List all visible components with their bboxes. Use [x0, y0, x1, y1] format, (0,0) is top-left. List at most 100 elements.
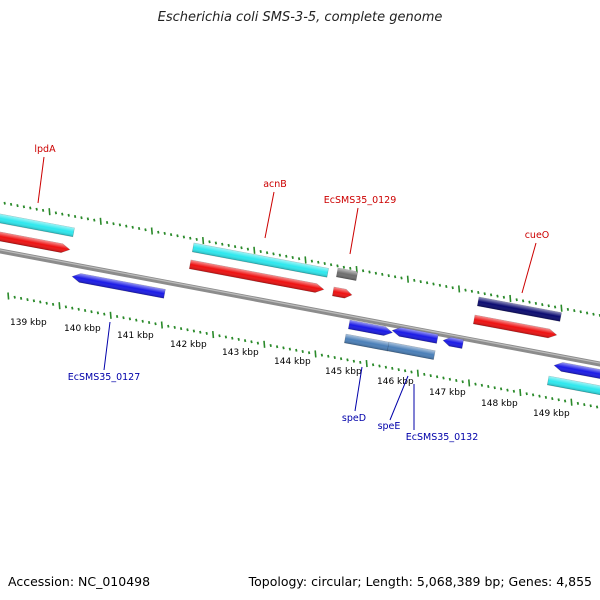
- top-tick-mark: [579, 310, 582, 314]
- top-tick-mark: [297, 257, 301, 261]
- feature-red-cueo-shading: [473, 314, 557, 338]
- bottom-tick-mark: [314, 350, 317, 358]
- top-tick-mark: [451, 286, 454, 290]
- feature-blue-spee-shading: [392, 327, 439, 344]
- bottom-tick-mark: [237, 337, 240, 341]
- top-tick-mark: [477, 290, 480, 295]
- scale-label: 144 kbp: [274, 357, 311, 367]
- bottom-tick-mark: [557, 398, 560, 402]
- leader-line: [354, 366, 363, 412]
- bottom-tick-mark: [378, 364, 381, 368]
- gene-label-ecsms35-0129[interactable]: EcSMS35_0129: [324, 195, 397, 206]
- top-tick-mark: [291, 255, 294, 260]
- leader-line: [389, 375, 409, 421]
- bottom-tick-mark: [576, 401, 580, 405]
- bottom-tick-mark: [397, 368, 400, 372]
- top-tick-mark: [406, 275, 409, 283]
- gene-label-acnb[interactable]: acnB: [263, 179, 287, 190]
- scale-label: 140 kbp: [64, 324, 101, 334]
- bottom-tick-mark: [301, 349, 304, 354]
- top-tick-mark: [73, 214, 77, 219]
- bottom-tick-mark: [32, 299, 36, 303]
- bottom-tick-mark: [147, 320, 151, 325]
- bottom-tick-mark: [218, 334, 221, 338]
- top-tick-mark: [419, 280, 422, 284]
- bottom-tick-mark: [320, 353, 324, 357]
- top-tick-mark: [509, 294, 512, 303]
- top-tick-mark: [566, 307, 570, 311]
- top-tick-mark: [144, 228, 147, 232]
- leader-line: [103, 321, 111, 371]
- genome-backbone: [0, 248, 600, 367]
- bottom-tick-mark: [141, 319, 144, 323]
- bottom-tick-mark: [480, 383, 484, 387]
- feature-blue-0132-shading: [443, 337, 464, 349]
- feature-steel-spee-shading: [387, 342, 436, 360]
- gene-label-sped[interactable]: speD: [342, 413, 366, 424]
- top-tick-mark: [105, 220, 109, 225]
- top-tick-mark: [502, 295, 506, 299]
- bottom-tick-mark: [90, 310, 93, 314]
- bottom-tick-mark: [519, 388, 522, 397]
- scale-label: 141 kbp: [117, 331, 154, 341]
- bottom-tick-mark: [13, 295, 16, 299]
- feature-gray-0129-shading: [336, 268, 358, 281]
- bottom-tick-mark: [474, 382, 477, 386]
- scale-label: 147 kbp: [429, 388, 466, 398]
- bottom-tick-mark: [327, 354, 330, 358]
- bottom-tick-mark: [461, 380, 464, 384]
- top-tick-mark: [541, 303, 544, 307]
- feature-red-0129-shading: [332, 287, 352, 299]
- gene-label-ecsms35-0132[interactable]: EcSMS35_0132: [406, 432, 479, 443]
- gene-label-cueo[interactable]: cueO: [525, 230, 550, 241]
- top-tick-mark: [80, 216, 83, 220]
- top-tick-mark: [137, 226, 141, 231]
- bottom-tick-mark: [224, 335, 228, 339]
- bottom-tick-mark: [371, 363, 375, 367]
- leader-line: [349, 207, 359, 255]
- top-tick-mark: [150, 227, 153, 235]
- bottom-tick-mark: [192, 329, 196, 333]
- feature-cyan-1-shading: [0, 212, 75, 237]
- top-tick-mark: [368, 270, 371, 274]
- top-tick-mark: [387, 274, 390, 278]
- bottom-tick-mark: [531, 393, 535, 397]
- bottom-tick-mark: [128, 317, 132, 321]
- top-tick-mark: [163, 231, 166, 235]
- top-tick-mark: [361, 269, 365, 273]
- top-tick-mark: [195, 237, 198, 241]
- gene-label-lpda[interactable]: lpdA: [34, 144, 56, 155]
- bottom-tick-mark: [173, 325, 176, 329]
- top-tick-mark: [496, 294, 499, 298]
- bottom-tick-mark: [493, 386, 496, 390]
- bottom-tick-mark: [352, 359, 356, 363]
- top-tick-mark: [534, 301, 538, 305]
- leader-line: [521, 242, 537, 294]
- top-tick-mark: [265, 251, 269, 255]
- top-tick-mark: [202, 237, 205, 245]
- bottom-tick-mark: [288, 347, 292, 351]
- leader-line: [37, 156, 45, 204]
- top-tick-mark: [374, 271, 378, 275]
- bottom-tick-mark: [7, 292, 10, 300]
- top-tick-mark: [54, 211, 58, 215]
- bottom-tick-mark: [359, 360, 362, 364]
- top-tick-mark: [169, 233, 173, 237]
- bottom-tick-mark: [506, 388, 509, 392]
- top-tick-mark: [400, 276, 403, 280]
- bottom-tick-mark: [154, 322, 157, 326]
- bottom-tick-mark: [570, 398, 573, 406]
- top-tick-row: [3, 201, 600, 317]
- gene-label-spee[interactable]: speE: [378, 421, 401, 432]
- bottom-tick-mark: [384, 365, 388, 369]
- top-tick-mark: [470, 289, 474, 293]
- top-tick-mark: [483, 292, 486, 296]
- gene-label-ecsms35-0127[interactable]: EcSMS35_0127: [68, 372, 141, 383]
- top-tick-mark: [432, 282, 435, 286]
- top-tick-mark: [592, 312, 595, 316]
- bottom-tick-mark: [109, 311, 112, 319]
- top-tick-mark: [515, 298, 518, 302]
- feature-steel-sped-shading: [344, 334, 390, 352]
- bottom-tick-mark: [416, 369, 419, 377]
- top-tick-mark: [438, 283, 442, 287]
